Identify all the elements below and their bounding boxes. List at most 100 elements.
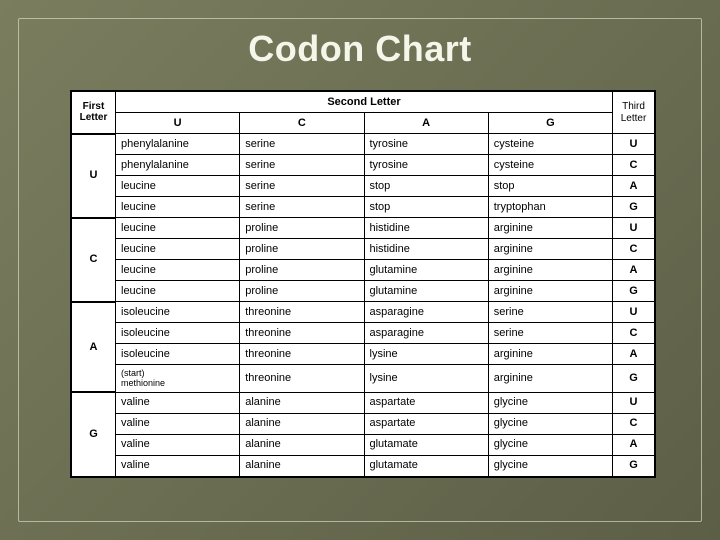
cell: serine: [488, 323, 612, 344]
cell: arginine: [488, 239, 612, 260]
third-letter: A: [613, 434, 655, 455]
cell: arginine: [488, 218, 612, 239]
cell: aspartate: [364, 392, 488, 413]
cell: cysteine: [488, 155, 612, 176]
third-letter: G: [613, 365, 655, 393]
cell: glycine: [488, 392, 612, 413]
table-row: C leucine proline histidine arginine U: [72, 218, 655, 239]
first-letter-U: U: [72, 134, 116, 218]
cell: serine: [240, 176, 364, 197]
codon-table: FirstLetter Second Letter ThirdLetter U …: [71, 91, 655, 477]
table-row: valine alanine glutamate glycine G: [72, 455, 655, 476]
cell: (start)methionine: [116, 365, 240, 393]
third-letter: C: [613, 239, 655, 260]
header-row-2: U C A G: [72, 113, 655, 134]
third-letter: U: [613, 134, 655, 155]
third-letter: A: [613, 344, 655, 365]
cell: alanine: [240, 413, 364, 434]
cell: glutamine: [364, 260, 488, 281]
cell: lysine: [364, 365, 488, 393]
cell: isoleucine: [116, 302, 240, 323]
cell: leucine: [116, 281, 240, 302]
cell: leucine: [116, 218, 240, 239]
cell: serine: [240, 134, 364, 155]
table-row: leucine proline histidine arginine C: [72, 239, 655, 260]
table-row: isoleucine threonine asparagine serine C: [72, 323, 655, 344]
second-letter-G: G: [488, 113, 612, 134]
cell: threonine: [240, 344, 364, 365]
cell: tyrosine: [364, 134, 488, 155]
cell: glutamine: [364, 281, 488, 302]
cell: tryptophan: [488, 197, 612, 218]
third-letter: G: [613, 281, 655, 302]
first-letter-header-text: FirstLetter: [80, 101, 108, 124]
first-letter-header: FirstLetter: [72, 92, 116, 134]
cell: valine: [116, 434, 240, 455]
cell: stop: [364, 176, 488, 197]
table-row: isoleucine threonine lysine arginine A: [72, 344, 655, 365]
third-letter: C: [613, 323, 655, 344]
header-row-1: FirstLetter Second Letter ThirdLetter: [72, 92, 655, 113]
cell: serine: [240, 155, 364, 176]
cell: arginine: [488, 281, 612, 302]
cell: valine: [116, 413, 240, 434]
cell: tyrosine: [364, 155, 488, 176]
cell: alanine: [240, 392, 364, 413]
third-letter: A: [613, 176, 655, 197]
table-row: leucine proline glutamine arginine G: [72, 281, 655, 302]
table-row: leucine serine stop stop A: [72, 176, 655, 197]
cell: stop: [364, 197, 488, 218]
first-letter-G: G: [72, 392, 116, 476]
third-letter: U: [613, 392, 655, 413]
third-letter: C: [613, 155, 655, 176]
cell: threonine: [240, 323, 364, 344]
table-row: leucine serine stop tryptophan G: [72, 197, 655, 218]
cell: stop: [488, 176, 612, 197]
cell: serine: [488, 302, 612, 323]
cell: valine: [116, 455, 240, 476]
cell: arginine: [488, 365, 612, 393]
cell: threonine: [240, 365, 364, 393]
table-row: phenylalanine serine tyrosine cysteine C: [72, 155, 655, 176]
table-row: A isoleucine threonine asparagine serine…: [72, 302, 655, 323]
cell: proline: [240, 281, 364, 302]
cell: leucine: [116, 176, 240, 197]
third-letter: G: [613, 197, 655, 218]
cell: isoleucine: [116, 323, 240, 344]
cell: glycine: [488, 434, 612, 455]
cell: asparagine: [364, 323, 488, 344]
cell: leucine: [116, 239, 240, 260]
cell: leucine: [116, 260, 240, 281]
cell: glycine: [488, 455, 612, 476]
cell: isoleucine: [116, 344, 240, 365]
second-letter-A: A: [364, 113, 488, 134]
second-letter-U: U: [116, 113, 240, 134]
third-letter-header: ThirdLetter: [613, 92, 655, 134]
cell: arginine: [488, 260, 612, 281]
cell: asparagine: [364, 302, 488, 323]
cell: proline: [240, 260, 364, 281]
third-letter: U: [613, 302, 655, 323]
codon-chart: FirstLetter Second Letter ThirdLetter U …: [70, 90, 656, 478]
cell: valine: [116, 392, 240, 413]
third-letter: G: [613, 455, 655, 476]
cell: leucine: [116, 197, 240, 218]
cell: alanine: [240, 455, 364, 476]
third-letter-header-text: ThirdLetter: [621, 101, 647, 124]
table-row: leucine proline glutamine arginine A: [72, 260, 655, 281]
table-row: G valine alanine aspartate glycine U: [72, 392, 655, 413]
cell: proline: [240, 218, 364, 239]
third-letter: A: [613, 260, 655, 281]
cell: aspartate: [364, 413, 488, 434]
table-row: U phenylalanine serine tyrosine cysteine…: [72, 134, 655, 155]
table-row: valine alanine aspartate glycine C: [72, 413, 655, 434]
third-letter: U: [613, 218, 655, 239]
second-letter-header: Second Letter: [116, 92, 613, 113]
cell: alanine: [240, 434, 364, 455]
cell: glycine: [488, 413, 612, 434]
first-letter-C: C: [72, 218, 116, 302]
second-letter-C: C: [240, 113, 364, 134]
table-row: (start)methionine threonine lysine argin…: [72, 365, 655, 393]
cell: cysteine: [488, 134, 612, 155]
cell: proline: [240, 239, 364, 260]
